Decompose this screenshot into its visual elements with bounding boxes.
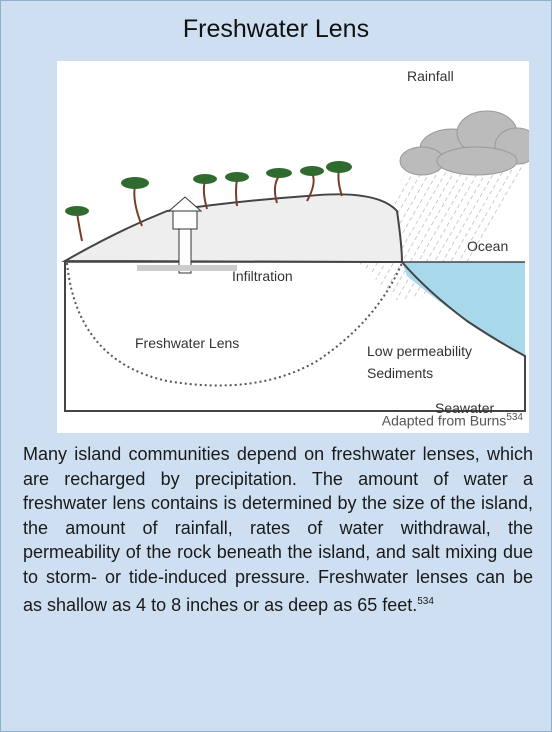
body-text: Many island communities depend on freshw… [23,442,533,617]
cloud [399,110,529,176]
diagram-panel: Rainfall Ocean Infiltration Freshwater L… [57,61,529,433]
label: Infiltration [232,268,293,284]
ocean [402,262,525,356]
diagram: Rainfall Ocean Infiltration Freshwater L… [61,68,529,416]
label: Ocean [467,238,508,254]
rain [357,151,529,301]
credit-text: Adapted from Burns [381,413,507,429]
palm-crowns [65,161,352,216]
label: Seawater [435,400,494,416]
ground-outline [64,261,526,412]
label: Rainfall [407,68,454,84]
well [167,196,203,274]
infiltration-band [137,265,237,271]
paragraph: Many island communities depend on freshw… [23,444,533,615]
island [61,193,404,264]
label: Sediments [367,365,433,381]
credit: Adapted from Burns534 [382,412,523,429]
label: Freshwater Lens [135,335,239,351]
title: Freshwater Lens [182,15,370,43]
label: Low permeability [367,343,472,359]
credit-ref: 534 [506,412,523,424]
reference: 534 [417,595,434,607]
